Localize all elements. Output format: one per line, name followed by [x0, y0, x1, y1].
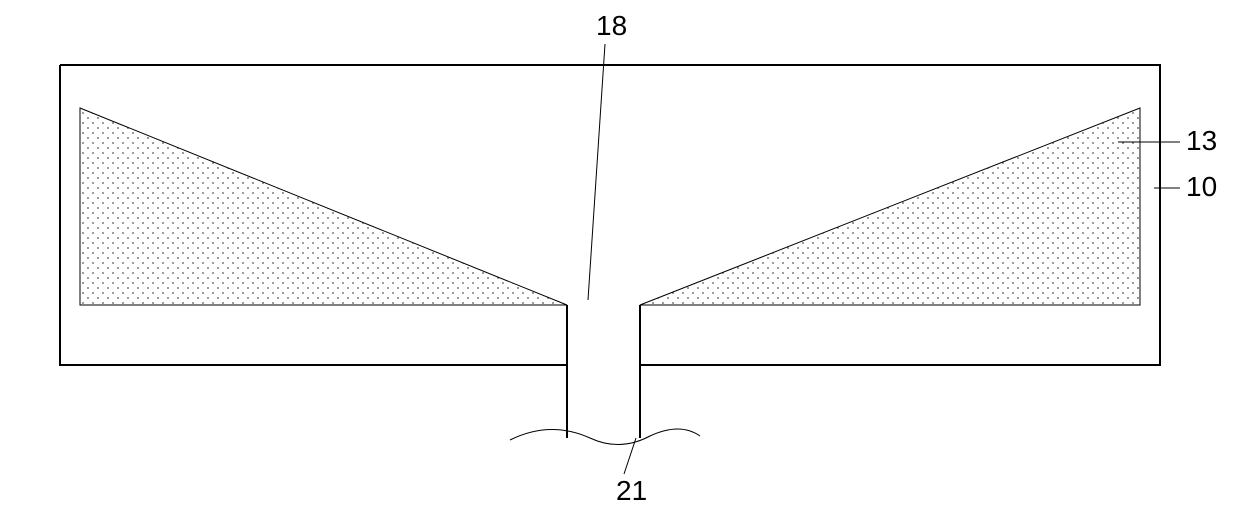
label-21: 21 — [616, 475, 647, 506]
label-18: 18 — [596, 10, 627, 41]
diagram-container: 18 13 10 21 — [0, 0, 1240, 516]
label-13: 13 — [1186, 125, 1217, 156]
right-fill-region — [640, 108, 1140, 305]
label-10: 10 — [1186, 171, 1217, 202]
leader-18 — [588, 44, 605, 300]
technical-diagram-svg: 18 13 10 21 — [0, 0, 1240, 516]
break-wave — [510, 429, 700, 445]
left-fill-region — [80, 108, 567, 305]
